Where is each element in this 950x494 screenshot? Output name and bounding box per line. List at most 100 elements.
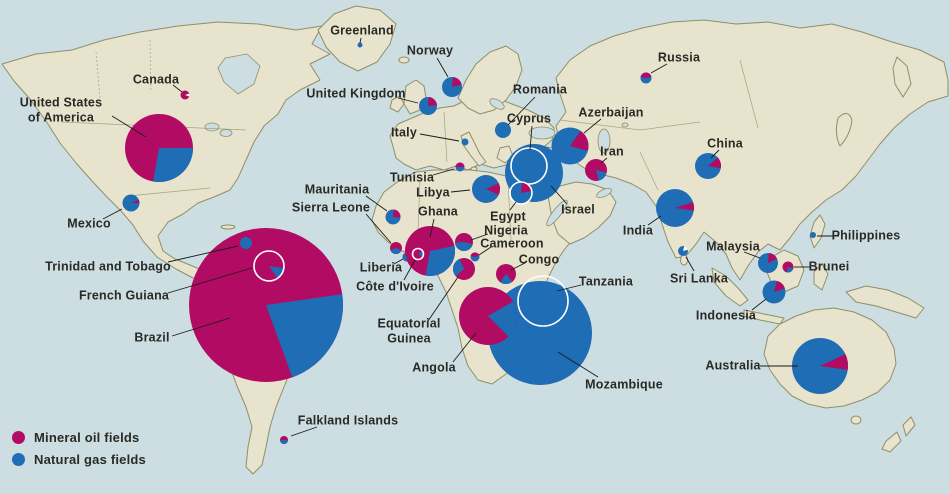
leader-line-canada	[172, 84, 183, 93]
leader-line-french-guiana	[167, 267, 253, 294]
leader-line-equatorial-guinea	[427, 276, 459, 322]
leader-line-azerbaijan	[583, 118, 602, 134]
pie-united-states-of-america	[125, 114, 193, 182]
leader-line-falkland-islands	[290, 426, 318, 437]
leader-line-trinidad-and-tobago	[167, 245, 239, 263]
land-new-zealand-south	[881, 431, 902, 453]
leader-line-tanzania	[556, 284, 582, 292]
pie-liberia	[402, 252, 412, 262]
pie-angola	[459, 287, 517, 345]
leader-line-mozambique	[557, 351, 599, 378]
leader-line-angola	[452, 332, 477, 363]
pie-egypt	[509, 181, 533, 205]
pie-cyprus	[510, 147, 548, 185]
pie-c-te-d-ivoire	[411, 247, 425, 261]
water-hudson-bay	[217, 53, 261, 95]
leader-line-nigeria	[470, 233, 489, 241]
country-pies	[122, 42, 848, 444]
pie-mexico	[122, 194, 140, 212]
land-new-zealand-north	[902, 416, 916, 437]
leader-line-united-kingdom	[397, 97, 419, 104]
pie-congo	[496, 264, 516, 284]
leader-line-libya	[450, 189, 471, 193]
land-asia	[555, 19, 949, 281]
land-sumatra	[711, 267, 749, 307]
leader-line-congo	[510, 262, 526, 271]
pie-italy	[461, 138, 469, 146]
land-philippines	[809, 214, 826, 249]
pie-ghana	[405, 226, 456, 277]
legend-item-mineral-oil: Mineral oil fields	[12, 430, 146, 445]
land-cuba	[220, 224, 236, 230]
pie-india	[656, 189, 695, 227]
pie-nigeria	[455, 233, 473, 251]
pie-mauritania	[385, 209, 401, 225]
leader-line-cyprus	[529, 125, 533, 151]
land-kamchatka	[892, 56, 912, 98]
land-new-guinea	[845, 285, 925, 319]
pie-tanzania	[517, 275, 569, 327]
pie-united-kingdom	[419, 97, 437, 115]
legend-label-gas: Natural gas fields	[34, 452, 146, 467]
legend-label-oil: Mineral oil fields	[34, 430, 140, 445]
water-persian-gulf	[596, 187, 612, 199]
water-great-lakes-east	[219, 129, 233, 137]
water-great-lakes-west	[204, 122, 220, 132]
land-greenland	[317, 5, 397, 72]
pie-tunisia	[455, 162, 465, 172]
leader-line-liberia	[393, 258, 404, 265]
leader-line-russia	[650, 63, 668, 74]
pie-russia	[640, 72, 652, 84]
land-scandinavia	[457, 45, 523, 115]
pie-iran	[585, 159, 607, 181]
leader-line-norway	[436, 57, 449, 78]
pie-indonesia	[762, 280, 786, 304]
pie-libya	[472, 175, 501, 203]
land-japan	[835, 113, 853, 147]
land-iceland	[398, 56, 410, 64]
leader-line-mexico	[102, 208, 123, 220]
pie-french-guiana	[253, 250, 285, 282]
leader-line-c-te-d-ivoire	[403, 259, 416, 281]
leader-line-ghana	[429, 218, 435, 238]
land-tasmania	[850, 415, 862, 425]
leader-lines	[102, 37, 839, 437]
water-caspian-sea	[597, 128, 611, 154]
leader-line-iran	[600, 157, 608, 164]
leader-line-indonesia	[751, 298, 767, 311]
leader-line-china	[710, 149, 720, 159]
pie-norway	[442, 77, 462, 97]
land-sri-lanka	[680, 254, 688, 266]
leader-line-cameroon	[478, 246, 492, 256]
inland-waters	[204, 53, 629, 227]
land-sulawesi	[813, 263, 829, 291]
pie-malaysia	[758, 253, 778, 273]
leader-line-greenland	[359, 37, 362, 44]
pie-philippines	[810, 232, 816, 238]
leader-line-sierra-leone	[365, 213, 392, 244]
water-aral-sea	[621, 122, 629, 128]
leader-line-romania	[507, 96, 536, 126]
gas-color-swatch	[12, 453, 25, 466]
leader-line-sri-lanka	[685, 256, 695, 272]
pie-brunei	[782, 261, 794, 273]
pie-sierra-leone	[390, 242, 402, 255]
pie-brazil	[189, 228, 343, 382]
leader-line-malaysia	[743, 251, 761, 259]
leader-line-italy	[419, 133, 460, 142]
legend: Mineral oil fields Natural gas fields	[12, 430, 146, 467]
leader-line-israel	[550, 185, 568, 205]
pie-sri-lanka	[678, 246, 688, 256]
leader-line-united-states-of-america	[111, 115, 147, 138]
pie-canada	[180, 90, 190, 100]
pie-china	[695, 153, 721, 179]
pie-romania	[495, 122, 511, 138]
pie-falkland-islands	[280, 436, 288, 444]
water-black-sea	[528, 126, 556, 140]
pie-equatorial-guinea	[452, 258, 475, 280]
leader-line-egypt	[509, 201, 517, 211]
landmasses	[1, 5, 949, 475]
leader-line-brazil	[171, 317, 231, 337]
